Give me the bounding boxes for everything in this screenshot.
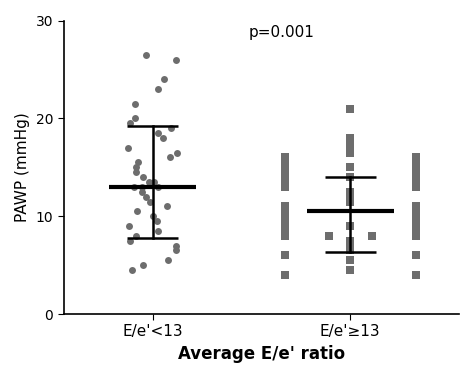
Point xyxy=(127,238,134,244)
Point xyxy=(155,228,162,234)
Point xyxy=(281,223,289,229)
Point xyxy=(132,164,140,170)
Point xyxy=(161,76,168,82)
Point xyxy=(346,145,354,151)
Point xyxy=(139,174,146,180)
Point xyxy=(128,267,136,273)
Point xyxy=(281,164,289,170)
Point xyxy=(138,189,146,195)
Point xyxy=(138,184,146,190)
Point xyxy=(154,218,161,224)
Point xyxy=(346,257,354,263)
Point xyxy=(412,208,419,214)
Point xyxy=(281,272,289,278)
Point xyxy=(412,174,419,180)
Point xyxy=(142,194,149,200)
Point xyxy=(412,155,419,161)
Point xyxy=(173,248,180,254)
Point xyxy=(412,272,419,278)
Point xyxy=(412,228,419,234)
Point xyxy=(368,233,376,239)
Point xyxy=(346,135,354,141)
Point xyxy=(412,218,419,224)
Point xyxy=(346,223,354,229)
Point xyxy=(155,184,162,190)
Point xyxy=(346,267,354,273)
Point xyxy=(172,57,180,63)
Point xyxy=(412,164,419,170)
Point xyxy=(281,252,289,258)
Point xyxy=(154,86,162,92)
Point xyxy=(281,160,289,166)
Point xyxy=(131,101,139,107)
Point xyxy=(346,194,354,200)
Text: p=0.001: p=0.001 xyxy=(248,25,314,40)
Point xyxy=(281,228,289,234)
Point xyxy=(173,150,181,156)
Point xyxy=(346,248,354,254)
Point xyxy=(149,213,157,219)
Point xyxy=(325,233,332,239)
Point xyxy=(412,169,419,175)
Point xyxy=(281,218,289,224)
Point xyxy=(346,198,354,204)
Point xyxy=(281,233,289,239)
Point xyxy=(133,169,140,175)
Point xyxy=(346,243,354,249)
Point xyxy=(133,208,141,214)
Point xyxy=(130,184,138,190)
Point xyxy=(412,160,419,166)
Point xyxy=(346,238,354,244)
Point xyxy=(281,184,289,190)
X-axis label: Average E/e' ratio: Average E/e' ratio xyxy=(178,345,345,363)
Point xyxy=(159,135,167,141)
Point xyxy=(154,130,162,136)
Point xyxy=(281,174,289,180)
Point xyxy=(412,213,419,219)
Point xyxy=(126,120,134,126)
Point xyxy=(412,223,419,229)
Point xyxy=(281,213,289,219)
Point xyxy=(172,243,180,249)
Point xyxy=(281,208,289,214)
Point xyxy=(346,150,354,156)
Point xyxy=(281,169,289,175)
Point xyxy=(145,179,153,185)
Point xyxy=(346,140,354,146)
Point xyxy=(164,257,172,263)
Point xyxy=(150,179,158,185)
Y-axis label: PAWP (mmHg): PAWP (mmHg) xyxy=(15,112,30,222)
Point xyxy=(281,179,289,185)
Point xyxy=(281,203,289,209)
Point xyxy=(146,198,154,204)
Point xyxy=(346,189,354,195)
Point xyxy=(142,52,150,58)
Point xyxy=(139,262,146,268)
Point xyxy=(346,164,354,170)
Point xyxy=(346,174,354,180)
Point xyxy=(124,145,132,151)
Point xyxy=(412,233,419,239)
Point xyxy=(132,233,139,239)
Point xyxy=(281,155,289,161)
Point xyxy=(164,203,171,209)
Point xyxy=(346,105,354,112)
Point xyxy=(134,160,142,166)
Point xyxy=(412,203,419,209)
Point xyxy=(412,252,419,258)
Point xyxy=(412,179,419,185)
Point xyxy=(168,125,175,131)
Point xyxy=(412,184,419,190)
Point xyxy=(166,155,173,161)
Point xyxy=(126,223,133,229)
Point xyxy=(131,115,139,121)
